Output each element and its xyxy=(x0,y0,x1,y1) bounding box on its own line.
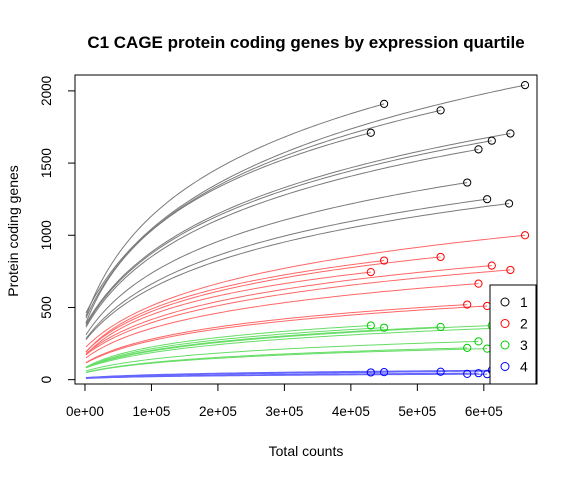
series-4-point xyxy=(474,369,483,378)
legend-label: 2 xyxy=(520,316,528,332)
series-3-point xyxy=(366,321,375,330)
series-4-curve xyxy=(85,373,488,379)
series-2-curve xyxy=(85,271,371,356)
series-1-point xyxy=(380,99,389,108)
series-1-curve xyxy=(85,84,526,314)
series-1-curve xyxy=(85,148,479,328)
y-tick-label: 1000 xyxy=(39,220,54,250)
y-tick-label: 2000 xyxy=(39,76,54,106)
x-tick-label: 1e+05 xyxy=(132,404,170,419)
legend-label: 1 xyxy=(520,294,528,310)
series-4-curve xyxy=(85,370,511,379)
series-2-point xyxy=(463,300,472,309)
series-3-curve xyxy=(85,340,479,372)
series-1-curve xyxy=(85,203,510,340)
y-tick-label: 1500 xyxy=(39,148,54,178)
y-tick-label: 500 xyxy=(39,296,54,319)
x-axis: 0e+00 1e+05 2e+05 3e+05 4e+05 5e+05 6e+05 xyxy=(66,383,503,419)
series-1-point xyxy=(436,106,445,115)
series-3-point xyxy=(463,343,472,353)
series-1-curve xyxy=(85,198,488,339)
series-4-point xyxy=(463,369,472,378)
x-tick-label: 6e+05 xyxy=(465,404,503,419)
series-4-point xyxy=(436,367,445,376)
series-3-curve xyxy=(85,325,492,368)
series-1-point xyxy=(506,129,515,138)
series-2-curve xyxy=(85,283,479,359)
series-1-point xyxy=(520,81,530,90)
series-2-curve xyxy=(85,265,492,355)
chart-title: C1 CAGE protein coding genes by expressi… xyxy=(87,33,524,52)
series-2-point xyxy=(487,261,496,270)
legend-marker xyxy=(500,362,510,371)
legend-box xyxy=(489,284,537,385)
series-2-curve xyxy=(85,304,468,363)
series-3-curve xyxy=(85,325,371,368)
legend-label: 4 xyxy=(520,359,528,375)
series-2-curve xyxy=(85,269,511,356)
y-axis-label: Protein coding genes xyxy=(5,165,21,297)
series-1-point xyxy=(463,178,472,187)
legend-marker xyxy=(500,297,510,307)
plot-lines xyxy=(85,84,526,379)
series-4-point xyxy=(366,368,375,377)
series-3-curve xyxy=(85,348,488,374)
legend: 1 2 3 4 xyxy=(489,284,537,385)
series-3-point xyxy=(474,337,483,346)
series-1-point xyxy=(366,128,375,137)
y-tick-label: 0 xyxy=(39,376,54,384)
series-1-curve xyxy=(85,132,371,323)
series-2-curve xyxy=(85,234,526,348)
series-3-curve xyxy=(85,327,385,369)
series-1-point xyxy=(483,195,492,204)
x-tick-label: 4e+05 xyxy=(332,404,370,419)
series-1-point xyxy=(487,136,496,145)
series-2-point xyxy=(474,279,483,288)
series-4-curve xyxy=(85,372,479,379)
series-2-point xyxy=(506,265,515,275)
series-2-curve xyxy=(85,305,488,364)
x-axis-label: Total counts xyxy=(269,443,344,459)
series-3-point xyxy=(436,322,445,332)
series-4-point xyxy=(380,368,389,377)
legend-marker xyxy=(500,319,510,328)
x-tick-label: 2e+05 xyxy=(199,404,237,419)
series-2-point xyxy=(436,252,445,262)
series-2-point xyxy=(366,267,375,277)
x-tick-label: 5e+05 xyxy=(398,404,436,419)
series-1-curve xyxy=(85,103,385,317)
series-1-point xyxy=(474,145,483,154)
series-2-curve xyxy=(85,260,385,353)
legend-marker xyxy=(500,340,510,350)
legend-label: 3 xyxy=(520,337,528,353)
series-3-curve xyxy=(85,347,468,373)
series-1-point xyxy=(504,199,514,208)
series-1-curve xyxy=(85,132,511,325)
x-tick-label: 3e+05 xyxy=(265,404,303,419)
series-2-point xyxy=(520,231,530,240)
series-2-point xyxy=(380,256,389,265)
series-3-point xyxy=(380,323,389,332)
x-tick-label: 0e+00 xyxy=(66,404,104,419)
series-1-curve xyxy=(85,182,468,336)
y-axis: 0 500 1000 1500 2000 xyxy=(39,76,76,384)
series-1-curve xyxy=(85,140,492,326)
